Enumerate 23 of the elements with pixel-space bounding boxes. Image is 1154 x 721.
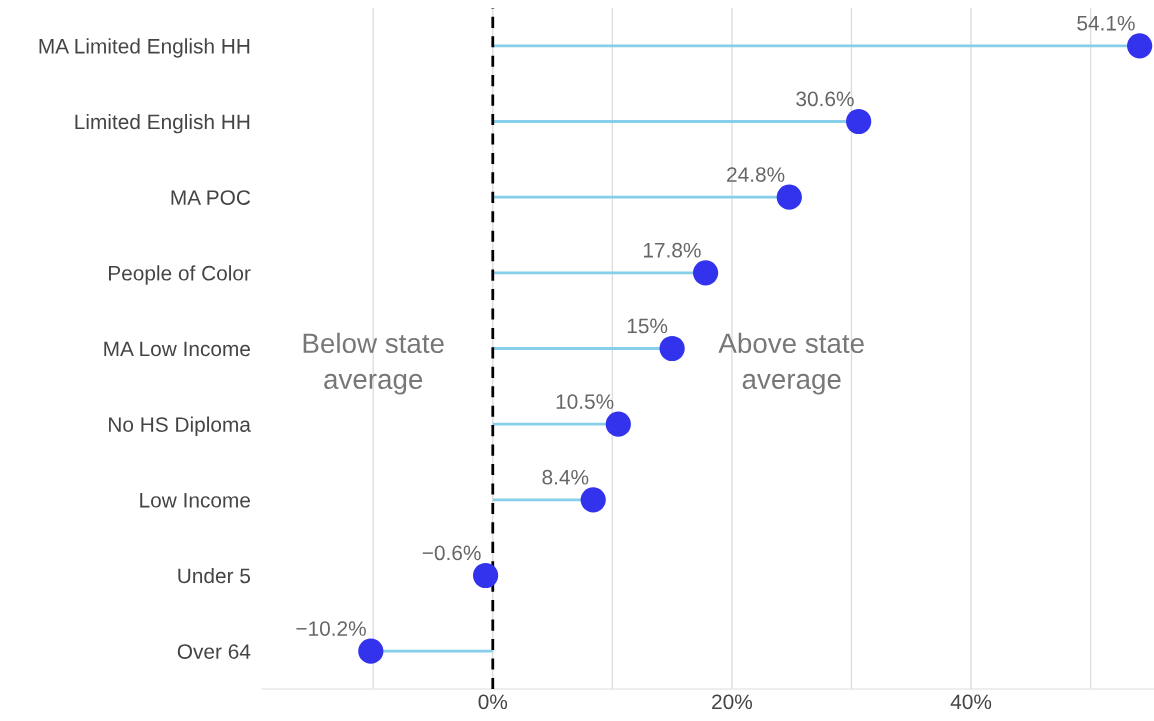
y-tick-label: Under 5 [178,567,251,584]
y-tick-label: MA POC [171,190,251,205]
data-label: −0.6% [422,545,481,561]
x-tick-label: 20% [712,694,753,710]
data-label: 15% [627,318,668,334]
y-tick-label: MA Limited English HH [39,38,250,58]
data-label: 24.8% [727,167,785,182]
data-label: 30.6% [796,91,854,107]
annotation: Above state average [718,332,864,395]
annotation: Below state average [303,332,444,395]
y-tick-label: Over 64 [177,644,251,659]
data-label: 8.4% [542,469,589,485]
y-tick-label: People of Color [109,265,251,285]
y-tick-label: MA Low Income [104,341,250,357]
x-tick-label: 0% [478,694,508,710]
data-label: 17.8% [643,242,701,258]
y-tick-label: Limited English HH [75,113,250,134]
data-label: 54.1% [1077,15,1135,31]
data-label: −10.2% [296,621,366,636]
y-tick-label: Low Income [140,493,250,508]
y-tick-label: No HS Diploma [109,416,251,437]
data-label: 10.5% [556,394,614,409]
x-tick-label: 40% [950,694,992,710]
